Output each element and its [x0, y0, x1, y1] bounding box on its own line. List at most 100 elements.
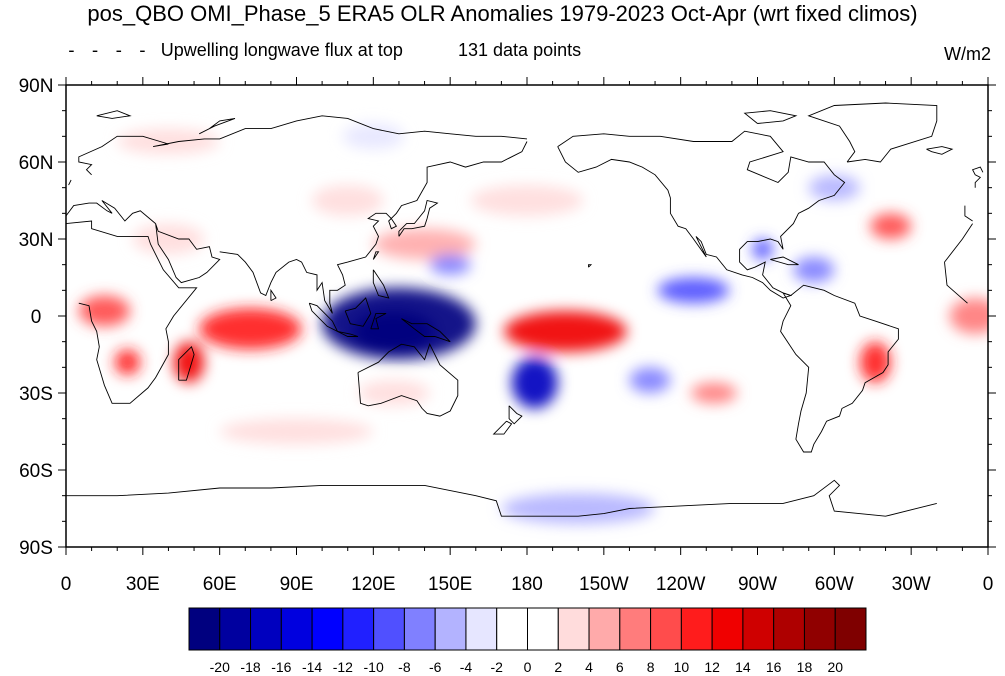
coastlines	[66, 102, 984, 517]
lon-tick-label: 150E	[428, 574, 472, 595]
variable-label: - - - - Upwelling longwave flux at top	[66, 40, 403, 61]
coastline-new-zealand-n	[508, 405, 523, 425]
coastline-sulawesi	[370, 312, 387, 330]
colorbar-swatch	[650, 607, 682, 651]
anomaly-east-pacific-neg	[657, 277, 730, 304]
anomaly-southern-ocean-pos	[219, 418, 374, 445]
lat-tick-label: 30S	[19, 384, 53, 405]
colorbar-swatch	[465, 607, 498, 651]
anomaly-subtropical-nw-pacific-pos	[373, 228, 476, 260]
colorbar-label: -20	[210, 659, 230, 675]
colorbar-swatch	[250, 607, 282, 651]
colorbar-swatch	[280, 607, 313, 651]
lon-tick-label: 90E	[280, 574, 314, 595]
coastline-eurasia-south	[155, 223, 221, 284]
coastline-svalbard	[96, 110, 132, 119]
lon-tick-label: 0	[983, 574, 994, 595]
anomaly-sw-pacific-neg	[511, 357, 558, 409]
coastline-cuba	[770, 256, 799, 266]
coastline-africa-2	[944, 223, 973, 263]
colorbar-label: -6	[429, 659, 442, 675]
colorbar-label: -10	[364, 659, 384, 675]
anomaly-southeast-pacific-pos	[690, 382, 738, 404]
anomaly-north-pacific-pos	[470, 185, 584, 216]
anomaly-atlantic-30n-pos	[870, 213, 912, 240]
lon-tick-label: 30E	[126, 574, 160, 595]
anomaly-sahara-pos	[132, 223, 205, 255]
lat-tick-label: 60N	[19, 153, 54, 174]
coastline-uk-2	[971, 166, 984, 188]
lat-tick-label: 60S	[19, 461, 53, 482]
lon-tick-label: 90W	[738, 574, 777, 595]
coastline-europe-west	[964, 205, 973, 222]
colorbar-label: 16	[766, 659, 782, 675]
coastline-europe-west-1	[66, 200, 156, 224]
colorbar-swatch	[342, 607, 375, 651]
colorbar-label: -16	[271, 659, 291, 675]
anomaly-madagascar-pos	[173, 341, 205, 383]
dashed-line-legend-icon: - - - -	[66, 40, 161, 61]
colorbar-label: 8	[647, 659, 655, 675]
colorbar-swatch	[496, 607, 528, 651]
coastline-japan	[398, 199, 439, 237]
colorbar-swatch	[219, 607, 252, 651]
colorbar-label: -12	[333, 659, 353, 675]
coastline-borneo	[344, 297, 372, 327]
colorbar-swatch	[311, 607, 344, 651]
coastline-australia	[357, 343, 459, 417]
colorbar-swatch	[588, 607, 621, 651]
coastline-philippines	[372, 269, 390, 299]
coastline-novaya-zemlya	[198, 117, 236, 135]
lon-tick-label: 120W	[656, 574, 706, 595]
coastline-antarctica-1	[66, 484, 527, 517]
coastline-taiwan	[372, 251, 380, 260]
coastline-south-america	[780, 284, 899, 453]
coastline-greenland	[807, 102, 938, 163]
colorbar-label: -18	[240, 659, 260, 675]
coastline-africa	[944, 262, 968, 304]
colorbar-swatch	[803, 607, 836, 651]
colorbar-label: 6	[616, 659, 624, 675]
variable-label-text: Upwelling longwave flux at top	[160, 40, 403, 60]
anomaly-arctic-pos	[117, 128, 220, 155]
lat-tick-label: 90N	[19, 76, 54, 97]
colorbar-swatch	[527, 607, 559, 651]
colorbar-swatch	[557, 607, 590, 651]
colorbar-swatch	[680, 607, 713, 651]
coastline-uk-1	[68, 179, 72, 186]
anomaly-siberia-neg	[342, 123, 405, 150]
colorbar-swatch	[834, 607, 867, 651]
anomaly-east-atlantic-eq-pos	[949, 298, 988, 334]
colorbar-label: -2	[491, 659, 504, 675]
colorbar-swatch	[403, 607, 436, 651]
colorbar-label: 12	[704, 659, 720, 675]
colorbar-label: 0	[524, 659, 532, 675]
anomaly-central-pacific-pos	[503, 310, 627, 352]
coastline-africa-1	[66, 220, 198, 404]
anomaly-field	[78, 123, 988, 524]
map-title: pos_QBO OMI_Phase_5 ERA5 OLR Anomalies 1…	[87, 1, 918, 26]
anomaly-indian-ocean-pos	[199, 308, 302, 350]
coastline-new-guinea	[401, 318, 451, 343]
colorbar: -20 -18 -16 -14 -12 -10 -8 -6 -4 -2 0 2 4 6 8 10 12 14 16 1…	[188, 607, 867, 675]
lat-tick-label: 30N	[19, 230, 54, 251]
colorbar-swatch	[434, 607, 467, 651]
coastline-india	[219, 141, 528, 314]
colorbar-label: 20	[827, 659, 843, 675]
units-label: W/m2	[944, 44, 991, 64]
coastline-java	[337, 330, 359, 337]
colorbar-swatch	[619, 607, 652, 651]
colorbar-label: 2	[554, 659, 562, 675]
lon-tick-label: 60W	[815, 574, 854, 595]
coastline-sri-lanka	[270, 288, 277, 302]
colorbar-label: 4	[585, 659, 593, 675]
coastline-madagascar	[178, 345, 195, 381]
lat-tick-label: 0	[31, 307, 42, 328]
colorbar-label: 18	[797, 659, 813, 675]
lon-tick-label: 150W	[579, 574, 629, 595]
coastline-antarctica	[527, 479, 937, 517]
anomaly-east-asia-pos	[311, 185, 384, 216]
anomaly-north-atlantic-neg	[808, 174, 860, 201]
map-area: 90N 60N 30N 0 30S 60S 90S 0 30E 60E 90E 120E 150E 180…	[19, 76, 996, 595]
coastline-europe-north	[78, 115, 528, 176]
